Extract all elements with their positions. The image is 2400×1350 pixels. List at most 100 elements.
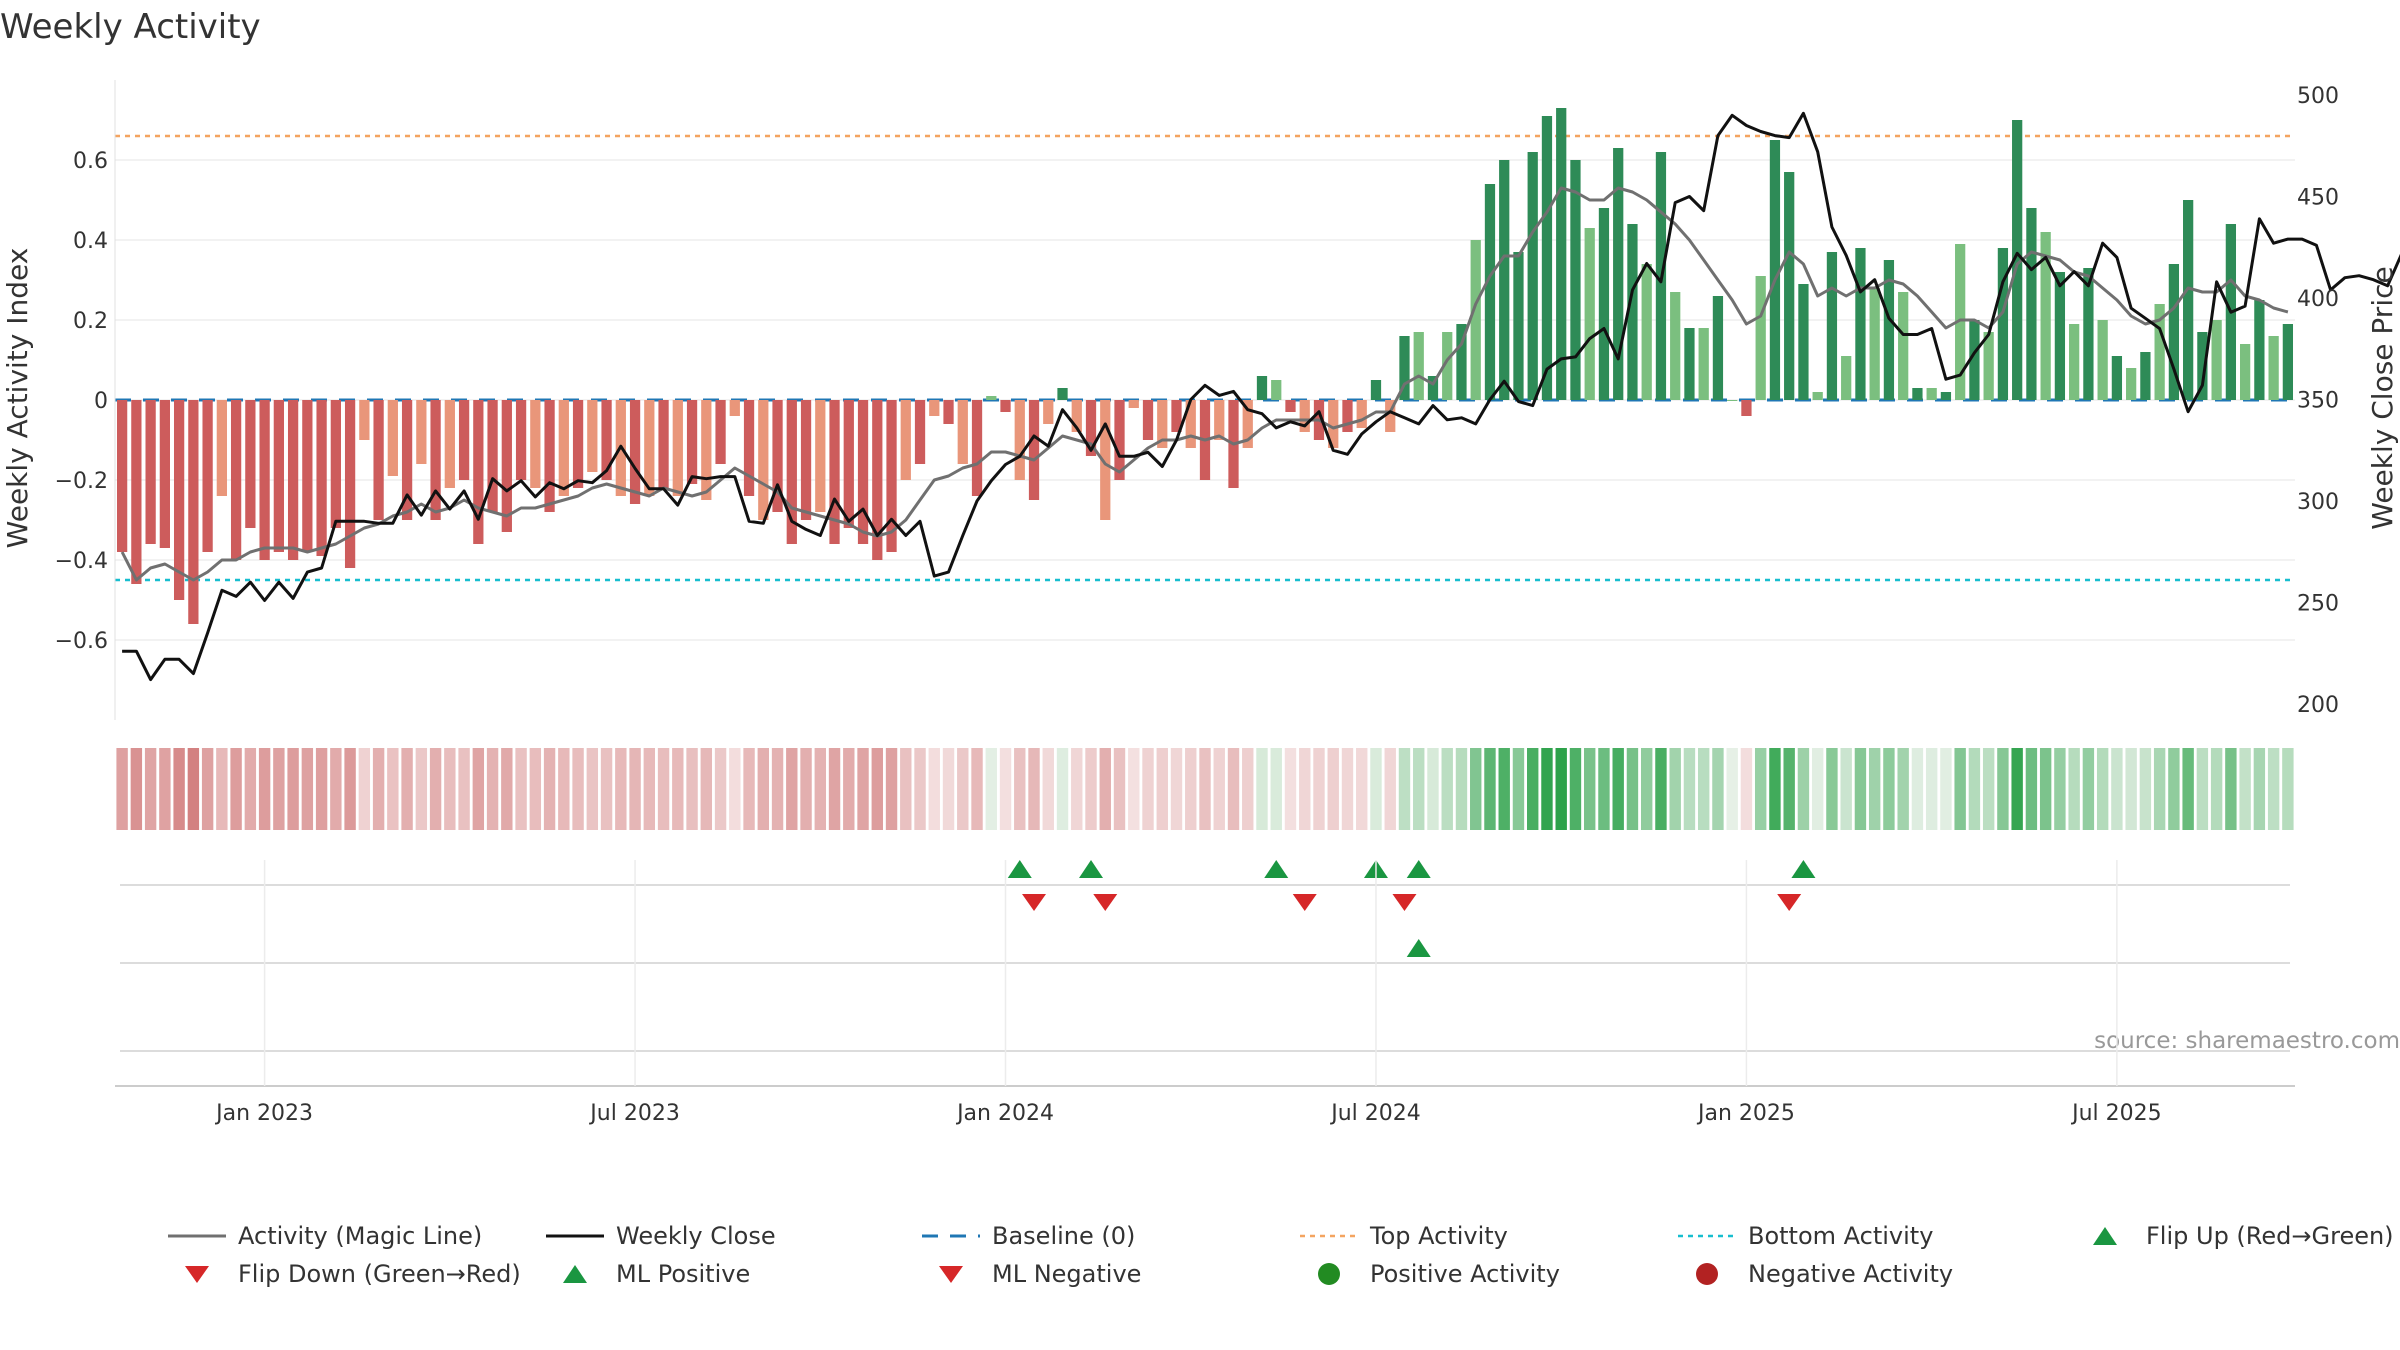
activity-bar xyxy=(473,400,484,544)
heat-cell xyxy=(629,748,641,830)
activity-bar xyxy=(430,400,441,520)
heat-cell xyxy=(1284,748,1297,830)
activity-heat-strip xyxy=(116,748,2294,830)
activity-bar xyxy=(515,400,527,480)
heat-cell xyxy=(1455,748,1468,830)
activity-bar xyxy=(1898,292,1909,400)
activity-bar xyxy=(2097,320,2108,400)
activity-bar xyxy=(216,400,227,496)
activity-bar xyxy=(2126,368,2137,400)
heat-cell xyxy=(387,748,399,830)
activity-bar xyxy=(1584,228,1595,400)
activity-bar xyxy=(1755,276,1766,400)
heat-cell xyxy=(2182,748,2194,830)
heat-cell xyxy=(2239,748,2251,830)
heat-cell xyxy=(144,748,157,830)
activity-bar xyxy=(1342,400,1353,432)
flip-down-marker xyxy=(1392,894,1417,911)
activity-bar xyxy=(188,400,199,624)
heat-cell xyxy=(1156,748,1168,830)
activity-bar xyxy=(1399,336,1410,400)
heat-cell xyxy=(814,748,826,830)
heat-cell xyxy=(1925,748,1938,830)
activity-bar xyxy=(644,400,655,496)
heat-cell xyxy=(529,748,542,830)
activity-bar xyxy=(971,400,983,496)
heat-cell xyxy=(843,748,855,830)
heat-cell xyxy=(1170,748,1183,830)
activity-bar xyxy=(2154,304,2165,400)
heat-cell xyxy=(543,748,556,830)
activity-bar xyxy=(929,400,940,416)
legend-label: Baseline (0) xyxy=(992,1222,1135,1250)
activity-bar xyxy=(772,400,783,512)
y-right-tick-label: 400 xyxy=(2297,287,2339,312)
activity-bar xyxy=(1598,208,1610,400)
legend-swatch-triangle-down xyxy=(939,1266,963,1283)
activity-bar xyxy=(1684,328,1695,400)
heat-cell xyxy=(1997,748,2009,830)
activity-bar xyxy=(587,400,598,472)
activity-bar xyxy=(2069,324,2080,400)
y-right-tick-label: 450 xyxy=(2297,186,2339,211)
heat-cell xyxy=(1726,748,1738,830)
heat-cell xyxy=(558,748,570,830)
heat-cell xyxy=(1071,748,1083,830)
y-left-tick-label: −0.4 xyxy=(55,549,108,574)
legend-label: Flip Up (Red→Green) xyxy=(2146,1222,2394,1250)
activity-bar xyxy=(145,400,156,544)
legend-swatch-triangle-up xyxy=(2093,1227,2117,1245)
heat-cell xyxy=(1498,748,1510,830)
activity-bar xyxy=(1456,324,1467,400)
activity-bar xyxy=(1869,288,1880,400)
y-left-tick-label: 0 xyxy=(94,389,108,414)
heat-cell xyxy=(1099,748,1111,830)
activity-bar xyxy=(1271,380,1282,400)
y-right-tick-label: 250 xyxy=(2297,592,2339,617)
activity-bar xyxy=(202,400,213,552)
activity-bar xyxy=(1841,356,1852,400)
y-left-tick-label: 0.4 xyxy=(73,229,108,254)
activity-bar xyxy=(2040,232,2051,400)
activity-bar xyxy=(986,396,997,400)
activity-bar xyxy=(387,400,398,476)
heat-cell xyxy=(2096,748,2109,830)
activity-bar xyxy=(1556,108,1567,400)
activity-bar xyxy=(444,400,455,488)
heat-cell xyxy=(771,748,784,830)
heat-cell xyxy=(1227,748,1240,830)
activity-bar xyxy=(1812,392,1823,400)
heat-cell xyxy=(1199,748,1211,830)
heat-cell xyxy=(657,748,670,830)
weekly-close-line xyxy=(122,111,2400,682)
heat-cell xyxy=(401,748,413,830)
heat-cell xyxy=(1370,748,1382,830)
heat-cell xyxy=(1683,748,1696,830)
heat-cell xyxy=(2196,748,2209,830)
activity-bar xyxy=(1940,392,1952,400)
activity-bar xyxy=(1427,376,1439,400)
activity-bar xyxy=(316,400,327,556)
activity-bar xyxy=(544,400,555,512)
legend-label: Flip Down (Green→Red) xyxy=(238,1260,521,1288)
heat-cell xyxy=(1213,748,1225,830)
activity-bar xyxy=(1000,400,1011,412)
activity-bar xyxy=(1955,244,1966,400)
heat-cell xyxy=(1527,748,1539,830)
activity-bar xyxy=(658,400,669,488)
y-left-tick-label: 0.2 xyxy=(73,309,108,334)
activity-bar xyxy=(245,400,256,528)
activity-bar xyxy=(1741,400,1752,416)
activity-bar xyxy=(2140,352,2151,400)
heat-cell xyxy=(1954,748,1966,830)
heat-cell xyxy=(1769,748,1781,830)
event-markers xyxy=(120,860,2290,1052)
y-right-tick-label: 200 xyxy=(2297,693,2339,718)
activity-bar xyxy=(629,400,641,504)
heat-cell xyxy=(1911,748,1924,830)
heat-cell xyxy=(743,748,755,830)
x-tick-label: Jan 2025 xyxy=(1696,1101,1795,1126)
heat-cell xyxy=(1826,748,1838,830)
x-tick-label: Jul 2024 xyxy=(1329,1101,1421,1126)
heat-cell xyxy=(2125,748,2137,830)
